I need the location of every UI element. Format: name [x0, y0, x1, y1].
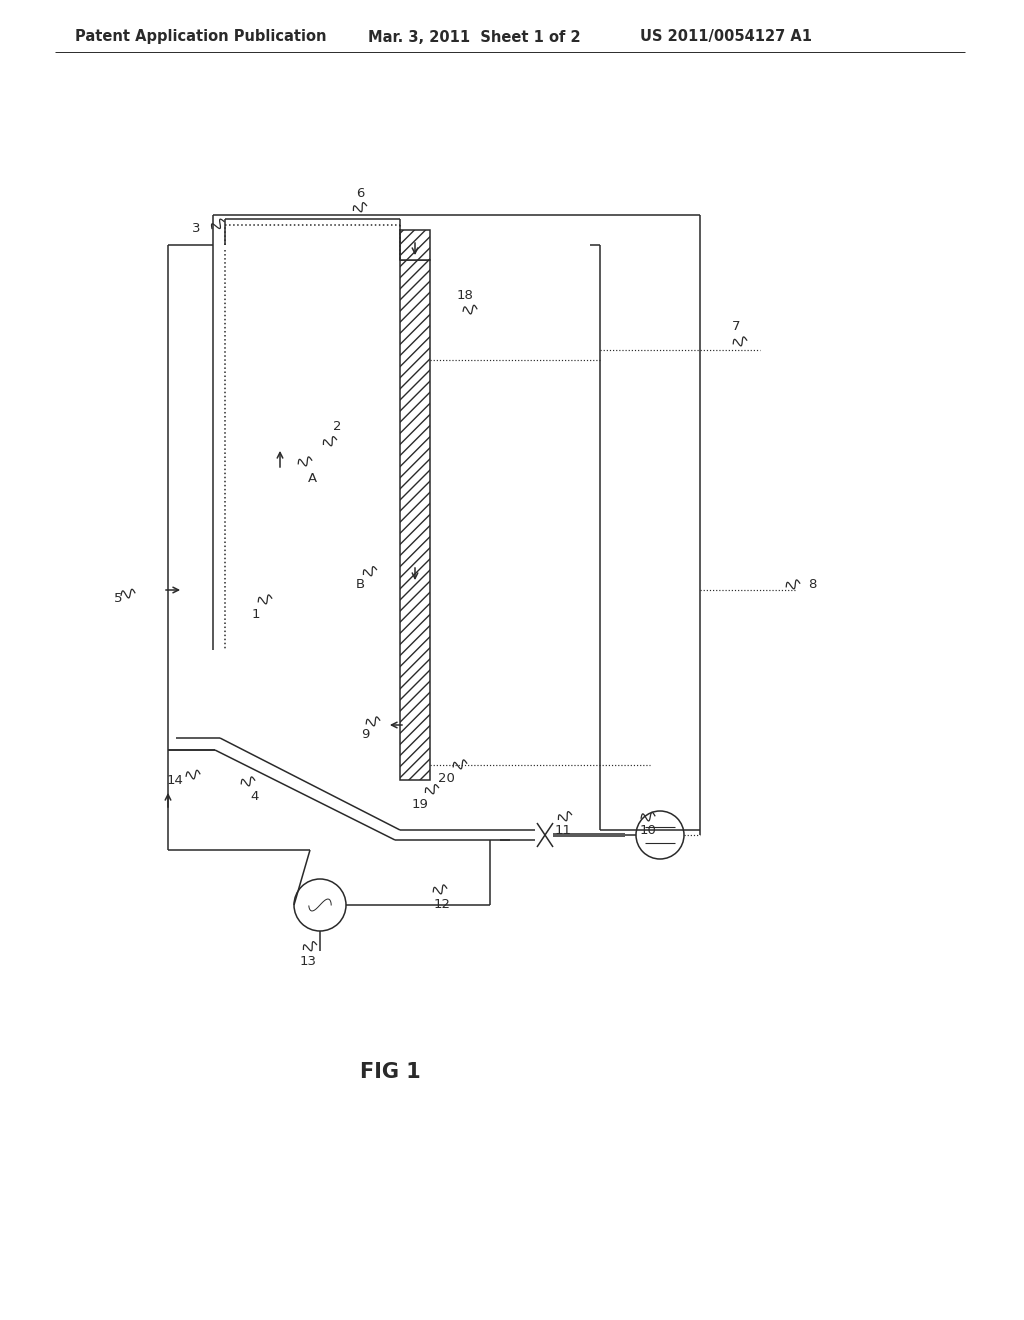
Text: A: A [308, 473, 317, 484]
Text: 1: 1 [252, 609, 260, 620]
Text: 10: 10 [640, 824, 656, 837]
Text: 18: 18 [457, 289, 473, 302]
Text: 5: 5 [114, 591, 122, 605]
Bar [400, 260, 430, 780]
Text: 11: 11 [555, 824, 571, 837]
Text: 13: 13 [299, 954, 316, 968]
Text: 14: 14 [166, 774, 183, 787]
Text: 9: 9 [361, 729, 370, 741]
Text: 2: 2 [333, 420, 341, 433]
Text: 3: 3 [191, 222, 200, 235]
Text: Patent Application Publication: Patent Application Publication [75, 29, 327, 45]
Text: FIG 1: FIG 1 [359, 1063, 421, 1082]
Text: 12: 12 [433, 898, 451, 911]
Text: US 2011/0054127 A1: US 2011/0054127 A1 [640, 29, 812, 45]
Bar [400, 230, 430, 260]
Text: 8: 8 [808, 578, 816, 591]
Text: Mar. 3, 2011  Sheet 1 of 2: Mar. 3, 2011 Sheet 1 of 2 [368, 29, 581, 45]
Text: 4: 4 [250, 789, 258, 803]
Text: 19: 19 [411, 799, 428, 810]
Text: 20: 20 [438, 772, 455, 785]
Text: 6: 6 [355, 187, 365, 201]
Text: B: B [356, 578, 365, 591]
Text: 7: 7 [732, 319, 740, 333]
